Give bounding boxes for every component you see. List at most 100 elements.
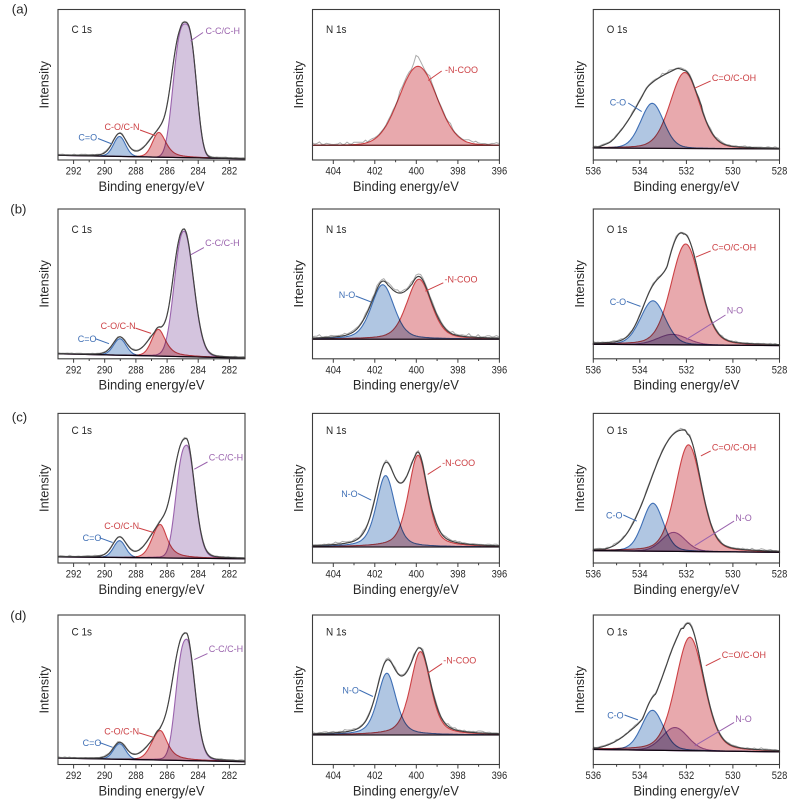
svg-text:528: 528 (772, 166, 788, 178)
svg-text:396: 396 (492, 364, 508, 376)
svg-text:286: 286 (159, 166, 175, 178)
svg-text:404: 404 (326, 166, 342, 178)
svg-text:398: 398 (450, 770, 466, 782)
svg-text:O 1s: O 1s (607, 425, 628, 437)
svg-text:532: 532 (679, 364, 695, 376)
svg-text:528: 528 (772, 569, 788, 581)
svg-text:Binding energy/eV: Binding energy/eV (353, 581, 460, 597)
svg-text:Binding energy/eV: Binding energy/eV (99, 581, 206, 597)
svg-text:398: 398 (450, 569, 466, 581)
svg-text:286: 286 (159, 364, 175, 376)
svg-text:282: 282 (222, 569, 238, 581)
svg-text:N-O: N-O (735, 513, 752, 523)
svg-text:396: 396 (492, 166, 508, 178)
svg-text:C=O: C=O (78, 133, 97, 143)
svg-text:-N-COO: -N-COO (442, 458, 475, 468)
svg-text:396: 396 (492, 569, 508, 581)
svg-text:C=O: C=O (78, 334, 97, 344)
svg-text:398: 398 (450, 364, 466, 376)
svg-text:536: 536 (586, 569, 602, 581)
svg-text:288: 288 (128, 770, 144, 782)
svg-text:C-O: C-O (610, 97, 627, 107)
svg-text:532: 532 (679, 770, 695, 782)
svg-text:N-O: N-O (727, 306, 744, 316)
svg-text:C-O: C-O (610, 297, 627, 307)
svg-text:C-O: C-O (607, 711, 624, 721)
svg-text:Intensity: Intensity (573, 665, 587, 713)
svg-text:402: 402 (367, 166, 383, 178)
svg-text:404: 404 (326, 770, 342, 782)
svg-text:402: 402 (367, 569, 383, 581)
svg-text:C-O/C-N: C-O/C-N (105, 122, 140, 132)
svg-text:Binding energy/eV: Binding energy/eV (353, 377, 460, 393)
svg-text:290: 290 (97, 770, 113, 782)
svg-text:C-C/C-H: C-C/C-H (206, 26, 241, 36)
svg-text:Binding energy/eV: Binding energy/eV (353, 178, 460, 194)
svg-text:Binding energy/eV: Binding energy/eV (99, 377, 206, 393)
svg-text:282: 282 (222, 364, 238, 376)
svg-text:530: 530 (725, 569, 741, 581)
svg-text:Intensity: Intensity (573, 464, 587, 512)
svg-text:C 1s: C 1s (72, 627, 93, 639)
svg-text:Intensity: Intensity (292, 665, 306, 713)
svg-text:C-C/C-H: C-C/C-H (205, 238, 240, 248)
svg-text:530: 530 (725, 364, 741, 376)
svg-text:292: 292 (66, 770, 82, 782)
svg-text:-N-COO: -N-COO (443, 655, 476, 665)
svg-text:536: 536 (586, 364, 602, 376)
svg-text:N 1s: N 1s (326, 224, 347, 236)
svg-text:532: 532 (679, 166, 695, 178)
svg-text:C-O/C-N: C-O/C-N (104, 727, 139, 737)
svg-text:288: 288 (128, 569, 144, 581)
svg-text:N 1s: N 1s (326, 627, 347, 639)
svg-text:C=O/C-OH: C=O/C-OH (712, 243, 756, 253)
svg-text:-N-COO: -N-COO (445, 65, 478, 75)
svg-text:Intensity: Intensity (38, 60, 52, 108)
svg-text:N 1s: N 1s (326, 425, 347, 437)
svg-text:286: 286 (159, 569, 175, 581)
svg-text:C-O/C-N: C-O/C-N (101, 321, 136, 331)
svg-text:N-O: N-O (342, 686, 359, 696)
svg-text:N-O: N-O (341, 489, 358, 499)
svg-text:292: 292 (66, 569, 82, 581)
svg-text:400: 400 (409, 364, 425, 376)
svg-text:C=O/C-OH: C=O/C-OH (712, 73, 756, 83)
svg-text:Intensity: Intensity (292, 60, 306, 108)
svg-text:C=O/C-OH: C=O/C-OH (712, 443, 756, 453)
svg-text:Intensity: Intensity (573, 259, 587, 307)
svg-text:292: 292 (66, 364, 82, 376)
svg-text:402: 402 (367, 770, 383, 782)
svg-text:Intensity: Intensity (573, 60, 587, 108)
svg-text:284: 284 (190, 166, 206, 178)
svg-text:288: 288 (128, 364, 144, 376)
svg-text:290: 290 (97, 364, 113, 376)
svg-text:284: 284 (190, 569, 206, 581)
svg-text:534: 534 (632, 364, 648, 376)
svg-text:Binding energy/eV: Binding energy/eV (633, 581, 740, 597)
svg-text:O 1s: O 1s (607, 224, 628, 236)
svg-text:C-C/C-H: C-C/C-H (209, 453, 244, 463)
svg-text:292: 292 (66, 166, 82, 178)
svg-text:404: 404 (326, 364, 342, 376)
svg-text:(b): (b) (10, 201, 26, 216)
svg-text:C=O: C=O (83, 533, 102, 543)
svg-text:284: 284 (190, 770, 206, 782)
svg-text:400: 400 (409, 569, 425, 581)
svg-text:536: 536 (586, 166, 602, 178)
svg-text:534: 534 (632, 166, 648, 178)
svg-text:O 1s: O 1s (607, 24, 628, 36)
svg-text:Binding energy/eV: Binding energy/eV (353, 782, 460, 798)
svg-text:398: 398 (450, 166, 466, 178)
svg-text:404: 404 (326, 569, 342, 581)
svg-text:Binding energy/eV: Binding energy/eV (99, 782, 206, 798)
svg-text:(c): (c) (12, 410, 27, 425)
svg-text:Intensity: Intensity (38, 259, 52, 307)
svg-text:528: 528 (772, 770, 788, 782)
svg-text:282: 282 (222, 770, 238, 782)
svg-text:C 1s: C 1s (72, 224, 93, 236)
svg-text:290: 290 (97, 569, 113, 581)
svg-text:396: 396 (492, 770, 508, 782)
svg-text:-N-COO: -N-COO (445, 275, 478, 285)
svg-text:284: 284 (190, 364, 206, 376)
svg-text:Intensity: Intensity (38, 464, 52, 512)
